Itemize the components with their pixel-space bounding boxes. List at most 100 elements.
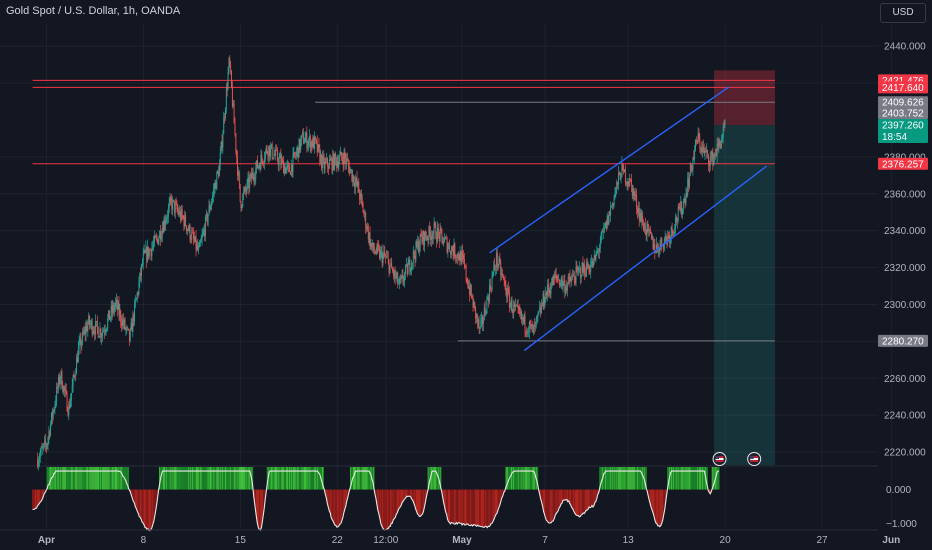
candle-body	[283, 166, 285, 174]
candle-body	[114, 306, 116, 311]
candle-body	[550, 288, 552, 294]
candle-body	[113, 305, 115, 311]
candle-body	[322, 156, 324, 159]
candle-body	[191, 232, 193, 240]
candle-body	[231, 87, 233, 107]
candle-body	[374, 251, 376, 254]
candle-body	[276, 149, 277, 151]
candle-body	[597, 250, 599, 252]
candle-body	[400, 276, 402, 280]
candle-body	[208, 205, 210, 215]
candle-body	[435, 224, 437, 239]
candle-body	[130, 322, 132, 329]
candle-body	[617, 182, 619, 185]
candle-body	[688, 178, 690, 188]
candle-body	[358, 181, 360, 193]
candle-body	[724, 119, 726, 127]
candle-body	[615, 187, 617, 194]
candle-body	[625, 183, 627, 184]
candle-body	[366, 227, 368, 230]
candle-body	[706, 149, 708, 152]
candle-body	[602, 231, 604, 233]
candle-body	[527, 331, 529, 333]
currency-button[interactable]: USD	[880, 3, 926, 23]
candle-body	[493, 264, 495, 273]
candle-body	[509, 304, 511, 308]
candle-body	[463, 259, 465, 266]
candle-body	[561, 277, 563, 287]
time-tick-label: May	[452, 535, 472, 546]
candle-body	[618, 172, 619, 185]
candle-body	[605, 222, 606, 228]
candle-body	[681, 201, 683, 215]
candle-body	[263, 159, 265, 163]
candle-body	[382, 254, 384, 264]
candle-body	[334, 153, 336, 159]
candle-body	[381, 250, 383, 264]
candle-body	[276, 150, 278, 161]
candle-body	[532, 324, 534, 333]
candle-body	[51, 412, 53, 418]
candle-body	[488, 297, 490, 302]
candle-body	[53, 409, 55, 411]
candle-body	[419, 233, 421, 247]
candle-body	[67, 411, 69, 415]
candle-body	[192, 232, 194, 234]
candle-body	[76, 357, 78, 363]
candle-body	[461, 251, 463, 264]
candle-body	[405, 264, 407, 266]
candle-body	[272, 157, 274, 159]
candle-body	[343, 152, 345, 166]
candle-body	[123, 319, 125, 325]
candle-body	[318, 144, 320, 149]
candle-body	[154, 235, 156, 238]
candle-body	[573, 276, 575, 281]
candle-body	[46, 443, 48, 448]
candle-body	[72, 375, 74, 386]
time-tick-label: 27	[816, 535, 828, 546]
candle-body	[711, 151, 713, 158]
candle-body	[263, 162, 264, 164]
candle-body	[49, 431, 51, 436]
candle-body	[214, 182, 216, 190]
candle-body	[218, 164, 220, 177]
candle-body	[579, 267, 580, 269]
candle-body	[170, 197, 172, 200]
candle-body	[212, 190, 214, 196]
candle-body	[533, 325, 535, 333]
candle-body	[583, 264, 585, 272]
candle-body	[578, 267, 580, 271]
candle-body	[261, 154, 263, 160]
candle-body	[428, 226, 430, 240]
candle-body	[592, 260, 593, 267]
candle-body	[596, 251, 598, 254]
candle-body	[205, 216, 207, 237]
candle-body	[705, 151, 707, 153]
candle-body	[254, 178, 256, 180]
candle-body	[83, 329, 85, 334]
symbol-title[interactable]: Gold Spot / U.S. Dollar, 1h, OANDA	[6, 5, 181, 17]
candle-body	[432, 232, 434, 239]
candle-body	[206, 213, 208, 223]
candle-body	[547, 284, 548, 296]
candle-body	[291, 164, 293, 172]
candle-body	[709, 157, 711, 167]
candle-body	[281, 159, 283, 166]
candle-body	[605, 222, 607, 229]
candle-body	[149, 249, 151, 251]
candle-body	[190, 239, 192, 240]
candle-body	[128, 329, 130, 341]
candle-body	[718, 140, 720, 146]
candle-body	[379, 248, 380, 259]
candle-body	[668, 234, 670, 236]
candle-body	[590, 264, 592, 272]
candle-body	[408, 259, 410, 265]
candle-body	[579, 267, 581, 278]
candle-body	[60, 371, 62, 379]
candle-body	[207, 214, 209, 223]
candle-body	[542, 293, 544, 306]
candle-body	[128, 328, 129, 330]
candle-body	[227, 72, 229, 90]
candle-body	[642, 215, 644, 224]
